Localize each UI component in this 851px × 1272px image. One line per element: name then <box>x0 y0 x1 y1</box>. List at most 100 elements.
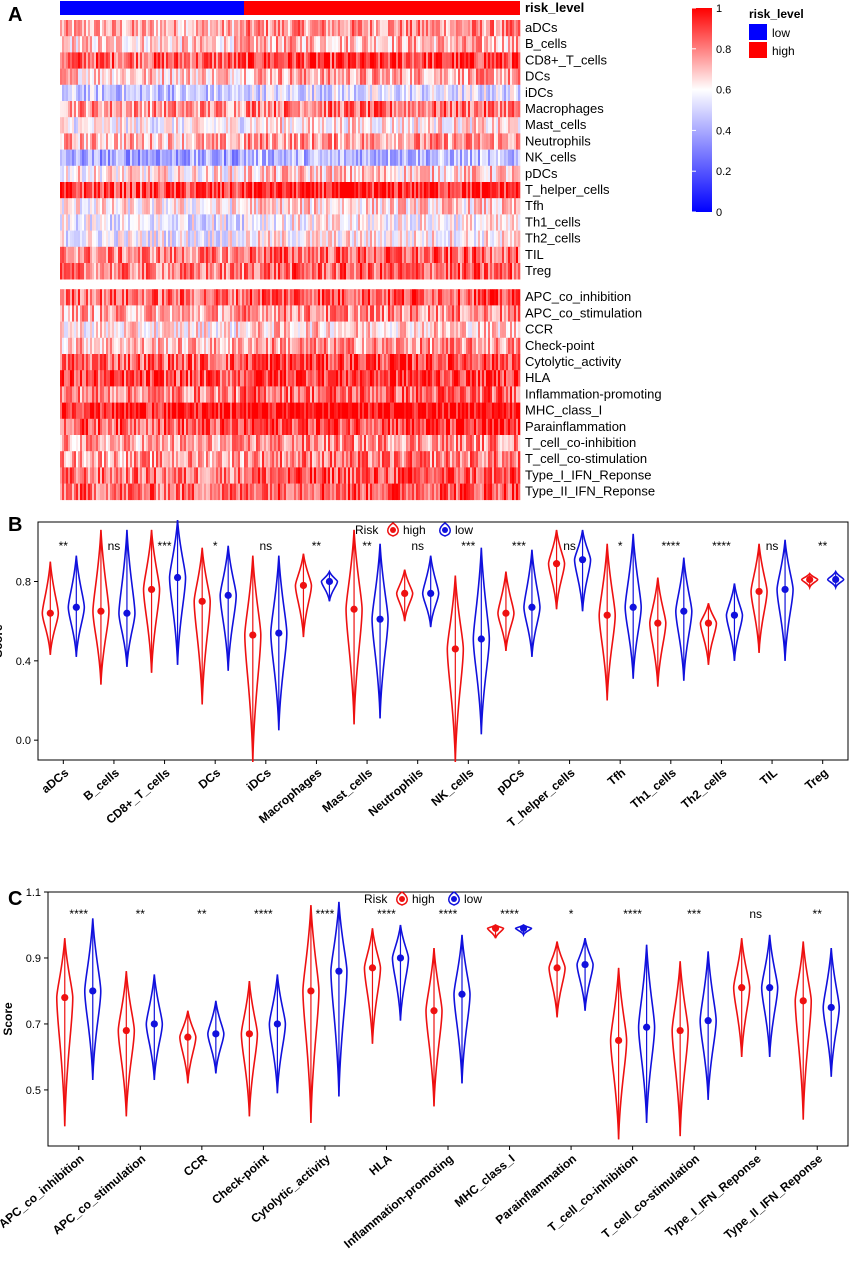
heatmap-cell <box>496 182 499 199</box>
heatmap-cell <box>310 214 313 231</box>
heatmap-cell <box>254 101 257 118</box>
heatmap-cell <box>120 337 123 355</box>
heatmap-cell <box>294 214 297 231</box>
heatmap-cell <box>346 289 349 306</box>
heatmap-cell <box>228 263 231 280</box>
heatmap-cell <box>440 52 443 69</box>
heatmap-cell <box>368 52 371 69</box>
heatmap-cell <box>460 337 463 355</box>
heatmap-cell <box>138 370 141 387</box>
heatmap-cell <box>400 246 403 264</box>
heatmap-cell <box>344 165 347 183</box>
heatmap-cell <box>226 52 229 69</box>
heatmap-cell <box>240 182 243 199</box>
heatmap-cell <box>294 68 297 86</box>
heatmap-cell <box>488 149 491 167</box>
heatmap-cell <box>386 36 389 53</box>
heatmap-cell <box>398 198 401 215</box>
heatmap-cell <box>340 117 343 134</box>
heatmap-cell <box>376 337 379 355</box>
heatmap-cell <box>490 52 493 69</box>
heatmap-cell <box>134 165 137 183</box>
heatmap-cell <box>196 337 199 355</box>
heatmap-cell <box>226 68 229 86</box>
heatmap-cell <box>266 370 269 387</box>
heatmap-cell <box>434 289 437 306</box>
heatmap-cell <box>296 36 299 53</box>
heatmap-cell <box>400 68 403 86</box>
heatmap-cell <box>142 182 145 199</box>
heatmap-cell <box>134 263 137 280</box>
heatmap-cell <box>302 20 305 37</box>
heatmap-cell <box>424 246 427 264</box>
heatmap-cell <box>282 68 285 86</box>
heatmap-cell <box>418 20 421 37</box>
heatmap-cell <box>416 305 419 322</box>
heatmap-cell <box>368 214 371 231</box>
heatmap-cell <box>186 36 189 53</box>
heatmap-cell <box>420 165 423 183</box>
heatmap-cell <box>490 321 493 339</box>
heatmap-cell <box>306 230 309 248</box>
heatmap-cell <box>364 305 367 322</box>
heatmap-cell <box>330 321 333 339</box>
heatmap-cell <box>252 182 255 199</box>
heatmap-cell <box>464 321 467 339</box>
heatmap-cell <box>326 214 329 231</box>
heatmap-cell <box>220 20 223 37</box>
heatmap-cell <box>364 117 367 134</box>
heatmap-cell <box>60 84 63 102</box>
heatmap-cell <box>454 133 457 150</box>
heatmap-cell <box>484 133 487 150</box>
heatmap-cell <box>338 198 341 215</box>
heatmap-cell <box>384 52 387 69</box>
heatmap-cell <box>402 117 405 134</box>
heatmap-cell <box>74 52 77 69</box>
heatmap-cell <box>224 321 227 339</box>
heatmap-cell <box>488 289 491 306</box>
heatmap-cell <box>110 214 113 231</box>
heatmap-cell <box>394 305 397 322</box>
heatmap-cell <box>84 84 87 102</box>
heatmap-cell <box>282 263 285 280</box>
heatmap-cell <box>190 52 193 69</box>
heatmap-cell <box>366 321 369 339</box>
heatmap-cell <box>102 165 105 183</box>
heatmap-cell <box>470 289 473 306</box>
heatmap-cell <box>148 165 151 183</box>
heatmap-cell <box>178 133 181 150</box>
heatmap-cell <box>122 321 125 339</box>
heatmap-cell <box>240 305 243 322</box>
heatmap-cell <box>354 263 357 280</box>
heatmap-cell <box>214 337 217 355</box>
heatmap-cell <box>72 354 75 371</box>
heatmap-cell <box>472 289 475 306</box>
heatmap-cell <box>176 321 179 339</box>
heatmap-cell <box>88 263 91 280</box>
heatmap-cell <box>144 133 147 150</box>
heatmap-cell <box>518 198 521 215</box>
heatmap-cell <box>318 165 321 183</box>
heatmap-cell <box>302 68 305 86</box>
heatmap-cell <box>420 20 423 37</box>
heatmap-cell <box>336 133 339 150</box>
heatmap-cell <box>194 182 197 199</box>
heatmap-cell <box>110 84 113 102</box>
heatmap-cell <box>390 198 393 215</box>
heatmap-cell <box>374 354 377 371</box>
heatmap-cell <box>358 246 361 264</box>
heatmap-cell <box>68 133 71 150</box>
heatmap-cell <box>214 370 217 387</box>
heatmap-cell <box>174 149 177 167</box>
heatmap-cell <box>92 321 95 339</box>
heatmap-cell <box>512 133 515 150</box>
heatmap-cell <box>124 305 127 322</box>
heatmap-cell <box>498 101 501 118</box>
heatmap-cell <box>496 214 499 231</box>
heatmap-cell <box>244 20 247 37</box>
heatmap-cell <box>132 20 135 37</box>
heatmap-cell <box>210 68 213 86</box>
heatmap-cell <box>240 52 243 69</box>
heatmap-cell <box>62 246 65 264</box>
heatmap-cell <box>316 84 319 102</box>
